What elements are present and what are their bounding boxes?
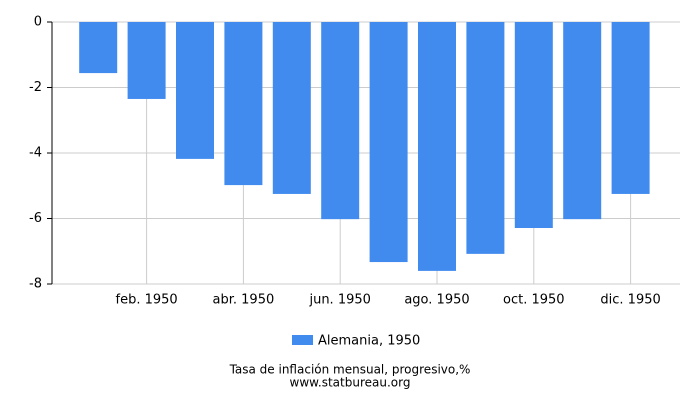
x-tick-label: oct. 1950 bbox=[503, 293, 565, 308]
bar bbox=[176, 22, 214, 159]
bar bbox=[514, 22, 553, 228]
bar bbox=[563, 22, 602, 220]
x-tick-label: dic. 1950 bbox=[600, 293, 660, 308]
legend-label: Alemania, 1950 bbox=[318, 334, 420, 349]
legend-swatch bbox=[292, 335, 313, 345]
x-tick-label: ago. 1950 bbox=[404, 293, 469, 308]
source: www.statbureau.org bbox=[290, 376, 411, 390]
y-tick-label: 0 bbox=[34, 15, 42, 30]
chart-title: Tasa de inflación mensual, progresivo,% bbox=[229, 363, 471, 377]
bar bbox=[79, 22, 118, 74]
bar bbox=[224, 22, 263, 186]
bar bbox=[321, 22, 360, 220]
bar bbox=[369, 22, 408, 263]
bar bbox=[418, 22, 456, 271]
bar bbox=[272, 22, 311, 194]
x-tick-label: feb. 1950 bbox=[116, 293, 178, 308]
x-tick-label: abr. 1950 bbox=[213, 293, 275, 308]
bar bbox=[127, 22, 166, 99]
bar bbox=[466, 22, 505, 254]
y-tick-label: -2 bbox=[29, 80, 42, 95]
bar bbox=[611, 22, 650, 194]
y-tick-label: -8 bbox=[29, 277, 42, 292]
y-tick-label: -4 bbox=[29, 146, 42, 161]
x-tick-label: jun. 1950 bbox=[308, 293, 370, 308]
y-tick-label: -6 bbox=[29, 211, 42, 226]
